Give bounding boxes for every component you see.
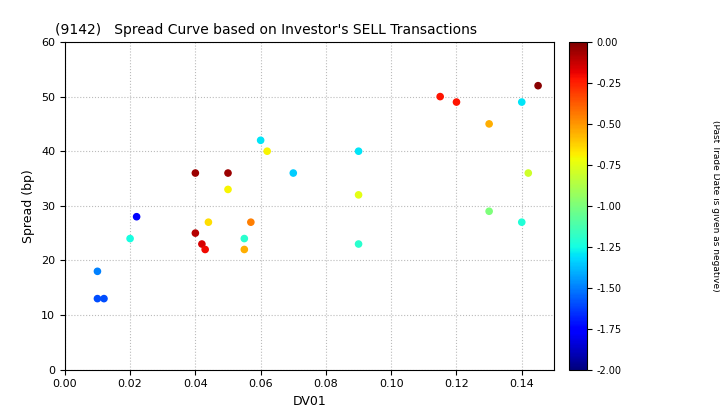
Point — [98, 295, 109, 302]
Point — [516, 219, 528, 226]
Point — [353, 148, 364, 155]
Y-axis label: Time in years between 5/9/2025 and Trade Date
(Past Trade Date is given as negat: Time in years between 5/9/2025 and Trade… — [711, 97, 720, 315]
Point — [523, 170, 534, 176]
X-axis label: DV01: DV01 — [293, 395, 326, 408]
Point — [434, 93, 446, 100]
Point — [125, 235, 136, 242]
Point — [222, 186, 234, 193]
Point — [261, 148, 273, 155]
Point — [196, 241, 207, 247]
Text: (9142)   Spread Curve based on Investor's SELL Transactions: (9142) Spread Curve based on Investor's … — [55, 23, 477, 37]
Point — [91, 295, 103, 302]
Point — [189, 170, 201, 176]
Point — [238, 235, 250, 242]
Point — [353, 192, 364, 198]
Point — [199, 246, 211, 253]
Point — [483, 208, 495, 215]
Point — [516, 99, 528, 105]
Point — [202, 219, 214, 226]
Point — [222, 170, 234, 176]
Point — [287, 170, 299, 176]
Point — [483, 121, 495, 127]
Point — [238, 246, 250, 253]
Point — [91, 268, 103, 275]
Point — [255, 137, 266, 144]
Point — [189, 230, 201, 236]
Point — [131, 213, 143, 220]
Point — [245, 219, 256, 226]
Point — [451, 99, 462, 105]
Point — [532, 82, 544, 89]
Y-axis label: Spread (bp): Spread (bp) — [22, 169, 35, 243]
Point — [353, 241, 364, 247]
